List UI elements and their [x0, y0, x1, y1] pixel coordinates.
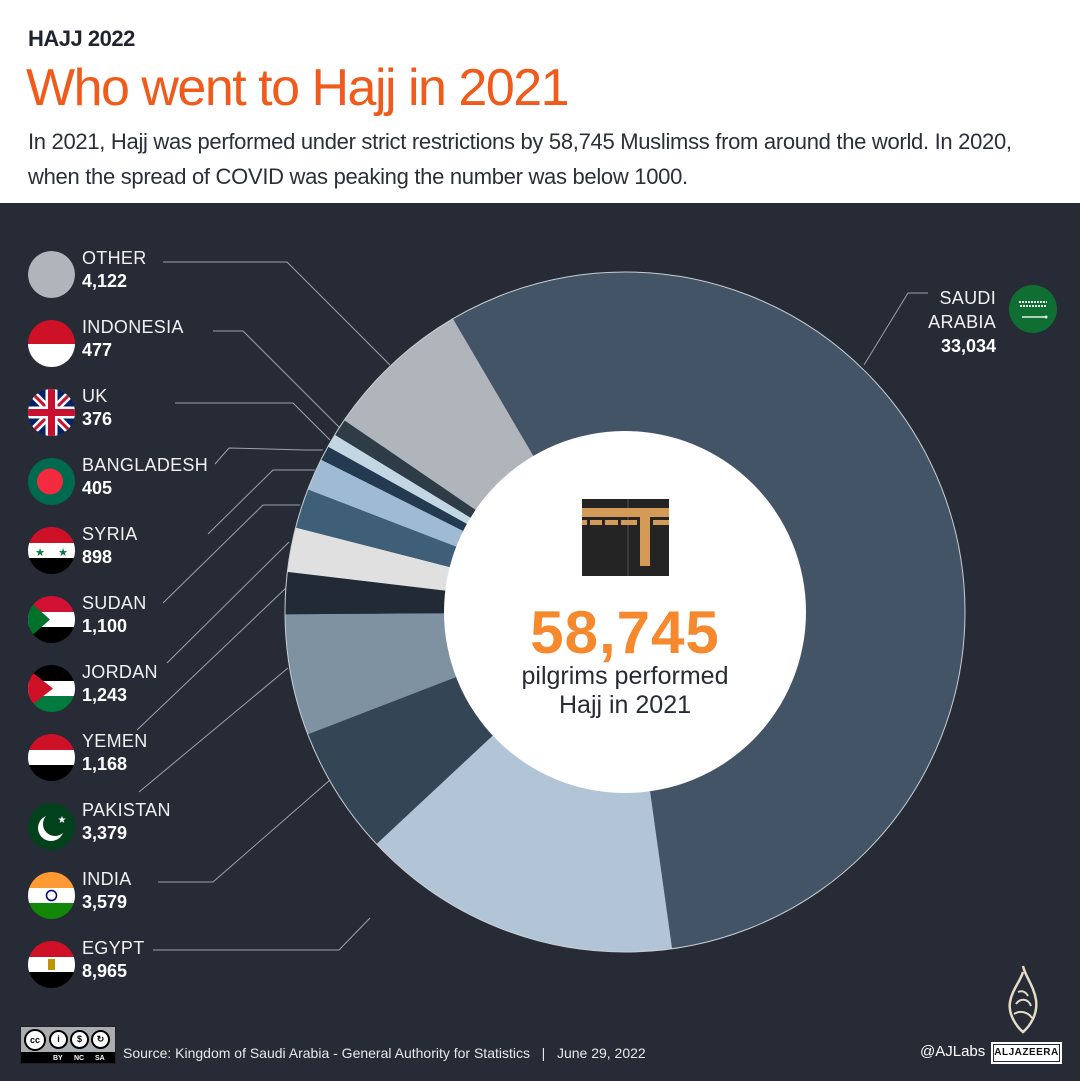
aljazeera-brand: ALJAZEERA [991, 1042, 1062, 1064]
aljazeera-calligraphy-logo [1008, 965, 1038, 1034]
legend-value: 376 [82, 409, 113, 429]
yemen-flag-icon [28, 734, 75, 781]
center-caption-line1: pilgrims performed [521, 662, 729, 690]
leader-line-jordan [166, 541, 290, 664]
legend-value: 405 [82, 478, 113, 498]
leader-line-yemen [136, 587, 287, 731]
page-title: Who went to Hajj in 2021 [26, 59, 570, 117]
svg-text:★: ★ [35, 547, 45, 559]
leader-line-india [158, 779, 331, 883]
legend-label: BANGLADESH [82, 455, 209, 475]
leader-line-syria [207, 469, 315, 535]
svg-text:★: ★ [58, 815, 67, 826]
legend-value: 3,379 [82, 823, 128, 843]
legend-value: 898 [82, 547, 113, 567]
legend-label: SUDAN [82, 593, 147, 613]
saudi-name-line1: SAUDI [939, 288, 996, 308]
header: HAJJ 2022 Who went to Hajj in 2021 In 20… [0, 0, 1080, 203]
center-caption: pilgrims performed Hajj in 2021 [445, 662, 805, 720]
svg-text:★: ★ [58, 547, 68, 559]
kaaba-icon [582, 499, 669, 576]
by-label: BY [53, 1055, 63, 1062]
egypt-flag-icon [28, 941, 75, 988]
leader-line-indonesia [213, 330, 341, 429]
donut-hole [444, 431, 806, 793]
leader-lines [136, 261, 928, 951]
legend-label: EGYPT [82, 938, 145, 958]
legend-value: 1,243 [82, 685, 128, 705]
leader-line-egypt [153, 917, 371, 951]
indonesia-flag-icon [28, 320, 75, 367]
nc-icon: $ [70, 1030, 89, 1049]
pakistan-flag-icon: ★ [28, 803, 75, 850]
nc-label: NC [74, 1055, 85, 1062]
legend-value: 1,168 [82, 754, 128, 774]
ajlabs-handle: @AJLabs [920, 1043, 986, 1060]
uk-flag-icon [28, 389, 75, 436]
sudan-flag-icon [28, 596, 75, 643]
legend-value: 477 [82, 340, 113, 360]
leader-line-uk [175, 402, 331, 441]
saudi-arabia-flag-icon [1009, 285, 1057, 333]
legend-value: 4,122 [82, 271, 128, 291]
legend-value: 1,100 [82, 616, 128, 636]
saudi-value: 33,034 [940, 336, 996, 356]
source-text: Source: Kingdom of Saudi Arabia - Genera… [123, 1045, 646, 1061]
bangladesh-flag-icon [28, 458, 75, 505]
sa-icon: ↻ [91, 1030, 110, 1049]
legend-label: INDONESIA [82, 317, 184, 337]
legend-label: OTHER [82, 248, 147, 268]
kicker: HAJJ 2022 [28, 26, 135, 51]
leader-line-other [163, 261, 391, 366]
legend-label: INDIA [82, 869, 132, 889]
jordan-flag-icon [28, 665, 75, 712]
saudi-label: SAUDI ARABIA 33,034 [928, 286, 996, 358]
by-icon: i [49, 1030, 68, 1049]
legend-label: JORDAN [82, 662, 158, 682]
donut-outline [284, 271, 966, 953]
leader-line-sudan [162, 504, 300, 604]
subtitle: In 2021, Hajj was performed under strict… [28, 129, 1012, 189]
india-flag-icon [28, 872, 75, 919]
cc-icon: cc [24, 1029, 46, 1051]
legend-label: YEMEN [82, 731, 148, 751]
cc-license-badge[interactable]: cc i $ ↻ BY NC SA [20, 1026, 116, 1064]
leader-line-bangladesh [214, 447, 323, 465]
leader-line-saudi [863, 292, 928, 366]
legend-label: UK [82, 386, 108, 406]
sa-label: SA [95, 1055, 105, 1062]
leader-line-pakistan [138, 667, 289, 793]
legend-value: 3,579 [82, 892, 128, 912]
legend-label: SYRIA [82, 524, 138, 544]
legend-label: PAKISTAN [82, 800, 171, 820]
saudi-name-line2: ARABIA [928, 312, 996, 332]
center-caption-line2: Hajj in 2021 [558, 691, 692, 719]
syria-flag-icon: ★ ★ [28, 527, 75, 574]
other-flag-icon [28, 251, 75, 298]
legend-value: 8,965 [82, 961, 128, 981]
total-pilgrims: 58,745 [530, 599, 720, 666]
